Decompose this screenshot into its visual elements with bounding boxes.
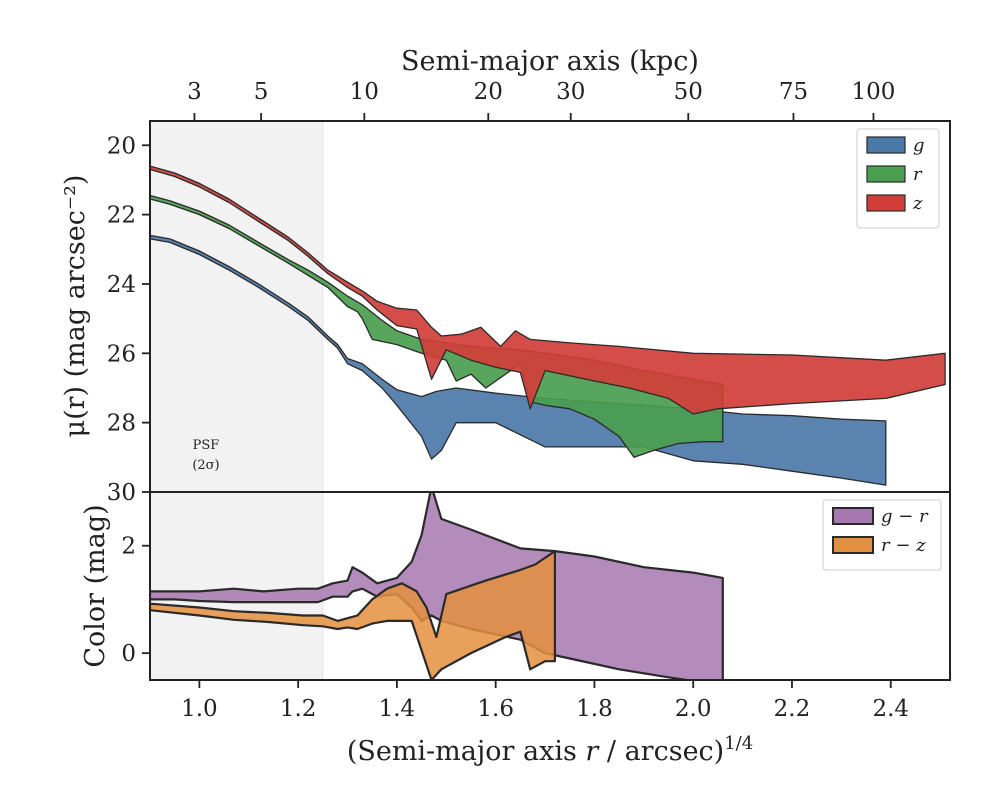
bottom-panel-frame — [149, 491, 951, 681]
bottom-x-axis-label: (Semi-major axis r / arcsec)1/4 — [347, 733, 753, 767]
top-x-tick-label: 30 — [556, 79, 585, 105]
top-y-tick-label: 24 — [107, 272, 136, 298]
legend-swatch-z — [866, 194, 906, 212]
top-y-tick-label: 28 — [107, 411, 136, 437]
legend-bottom-panel: g − r r − z — [822, 499, 942, 571]
legend-swatch-g-r — [832, 507, 874, 525]
legend-label-g-r: g − r — [881, 506, 929, 527]
bottom-x-tick-label: 2.4 — [872, 696, 909, 722]
psf-sigma-label: (2σ) — [192, 458, 219, 473]
band-top-z — [150, 165, 946, 415]
bottom-panel-areas — [150, 492, 724, 680]
top-x-tick-label: 75 — [779, 79, 808, 105]
legend-label-g: g — [913, 135, 925, 156]
bottom-y-axis-label: Color (mag) — [80, 504, 111, 667]
bottom-x-tick-label: 1.0 — [181, 696, 218, 722]
legend-label-z: z — [912, 193, 923, 214]
top-x-tick-label: 100 — [852, 79, 896, 105]
band-bottom-g-r — [150, 492, 724, 680]
legend-top-panel: grz — [856, 128, 940, 229]
top-panel-areas — [150, 165, 946, 486]
top-y-tick-label: 20 — [107, 133, 136, 159]
top-x-tick-label: 3 — [187, 79, 202, 105]
legend-label-r: r — [913, 164, 923, 185]
bottom-y-tick-label: 2 — [121, 534, 136, 560]
top-x-tick-label: 10 — [350, 79, 379, 105]
top-x-axis-label: Semi-major axis (kpc) — [401, 46, 699, 77]
bottom-x-tick-label: 1.8 — [576, 696, 613, 722]
bottom-x-tick-label: 2.0 — [675, 696, 712, 722]
psf-shaded-region-bottom — [149, 491, 324, 681]
band-bottom-r-z — [150, 549, 557, 680]
legend-swatch-r — [866, 165, 906, 183]
top-y-axis-label: μ(r) (mag arcsec⁻²) — [60, 175, 91, 438]
top-y-tick-label: 26 — [107, 341, 136, 367]
bottom-x-tick-label: 1.4 — [379, 696, 416, 722]
axis-ticks: 20 22 24 26 28 30 0 2 1.0 1.2 1.4 1.6 1.8 2.0 2.2 2.4 3 5… — [107, 79, 909, 722]
legend-label-r-z: r − z — [881, 535, 926, 556]
top-x-tick-label: 5 — [254, 79, 269, 105]
bottom-y-tick-label: 0 — [121, 641, 136, 667]
legend-swatch-r-z — [832, 536, 874, 554]
top-x-tick-label: 20 — [474, 79, 503, 105]
psf-label: PSF — [193, 438, 220, 453]
legend-swatch-g — [866, 136, 906, 154]
bottom-x-tick-label: 1.6 — [477, 696, 514, 722]
top-y-tick-label: 22 — [107, 203, 136, 229]
top-x-tick-label: 50 — [674, 79, 703, 105]
band-top-r — [150, 194, 724, 458]
bottom-x-tick-label: 1.2 — [280, 696, 317, 722]
top-y-tick-label: 30 — [107, 480, 136, 506]
bottom-x-tick-label: 2.2 — [774, 696, 811, 722]
